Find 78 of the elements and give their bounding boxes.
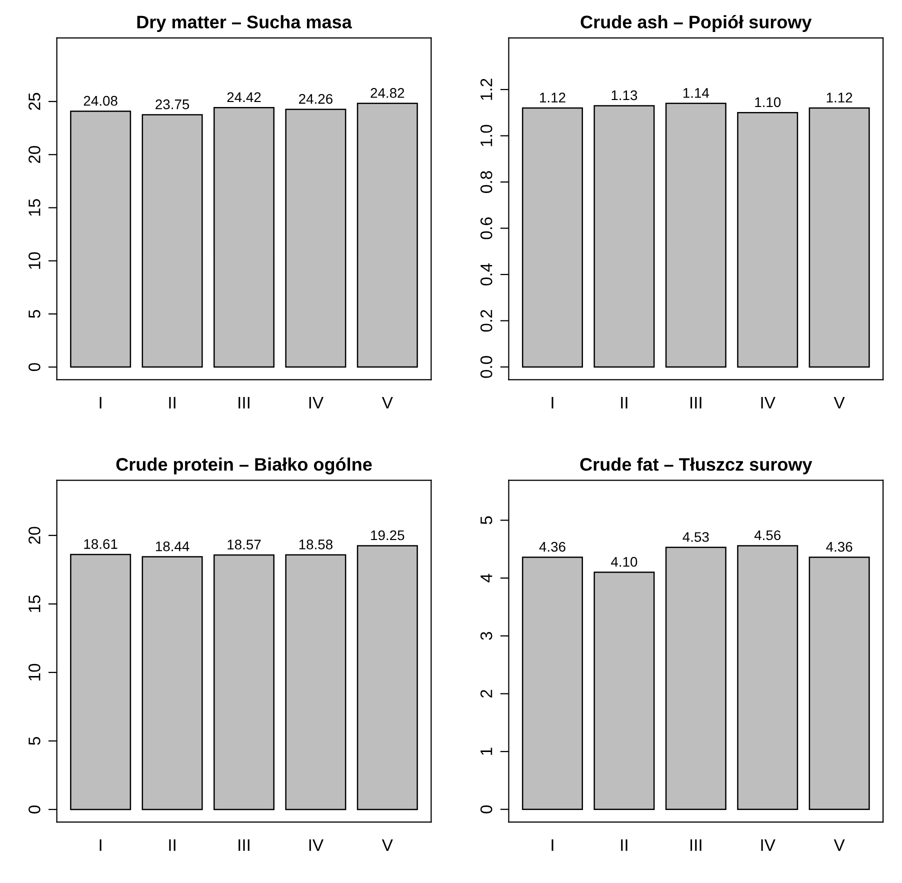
y-tick-label: 1 — [480, 748, 492, 755]
y-tick-label: 4 — [480, 574, 492, 582]
y-tick-label: 0 — [480, 805, 492, 814]
chart-title: Crude protein – Białko ogólne — [116, 457, 372, 474]
chart-title: Crude fat – Tłuszcz surowy — [580, 458, 812, 474]
x-tick-label: III — [238, 839, 250, 851]
bar — [142, 114, 203, 368]
y-tick-label: 5 — [28, 310, 40, 318]
y-tick-label: 25 — [28, 92, 40, 110]
y-tick-label: 2 — [480, 690, 492, 698]
data-label: 24.26 — [299, 94, 332, 104]
bar — [808, 556, 870, 810]
x-tick-label: II — [169, 396, 176, 408]
x-tick-label: V — [834, 839, 845, 851]
data-label: 19.25 — [371, 530, 404, 540]
bar — [522, 556, 583, 810]
x-tick-label: II — [169, 839, 176, 851]
x-tick-label: II — [621, 396, 628, 408]
bar — [213, 107, 274, 368]
y-tick-label: 0.4 — [480, 263, 492, 286]
y-tick-label: 0.2 — [480, 310, 492, 332]
x-tick-label: I — [552, 839, 554, 851]
data-label: 1.13 — [612, 90, 638, 100]
x-tick-label: IV — [309, 396, 324, 408]
y-tick-label: 5 — [480, 516, 492, 524]
bar — [665, 546, 726, 810]
x-tick-label: IV — [761, 396, 776, 408]
x-tick-label: IV — [761, 839, 776, 851]
data-label: 4.56 — [754, 530, 781, 540]
y-tick-label: 15 — [28, 199, 40, 216]
y-tick-label: 20 — [28, 146, 40, 164]
data-label: 18.57 — [228, 540, 261, 550]
bar — [737, 545, 798, 810]
bar — [356, 102, 418, 368]
x-tick-label: IV — [309, 839, 324, 851]
x-tick-label: V — [382, 839, 393, 851]
x-tick-label: V — [834, 396, 845, 408]
y-tick-label: 0 — [28, 363, 40, 372]
x-tick-label: I — [552, 396, 554, 408]
y-tick-label: 20 — [28, 526, 40, 544]
data-label: 18.58 — [299, 540, 332, 550]
data-label: 24.82 — [370, 88, 404, 98]
y-tick-label: 10 — [28, 252, 40, 269]
data-label: 24.08 — [84, 96, 118, 106]
x-tick-label: III — [690, 839, 702, 851]
bar — [70, 110, 132, 368]
x-tick-label: II — [621, 839, 628, 851]
bar — [594, 572, 655, 810]
data-label: 23.75 — [156, 99, 190, 110]
data-label: 1.10 — [755, 97, 781, 108]
data-label: 4.53 — [682, 532, 709, 542]
data-label: 4.36 — [826, 542, 852, 552]
x-tick-label: I — [100, 396, 102, 408]
y-tick-label: 0 — [28, 805, 40, 814]
data-label: 4.36 — [539, 542, 566, 552]
y-tick-label: 10 — [28, 664, 40, 680]
data-label: 1.14 — [683, 88, 710, 98]
data-label: 18.61 — [84, 539, 118, 549]
x-tick-label: V — [382, 396, 393, 408]
data-label: 1.12 — [540, 92, 566, 102]
y-tick-label: 0.0 — [480, 356, 492, 378]
y-tick-label: 3 — [480, 632, 492, 640]
bar — [285, 108, 346, 368]
y-tick-label: 1.0 — [480, 124, 492, 146]
x-tick-label: III — [690, 396, 702, 408]
data-label: 1.12 — [826, 92, 852, 102]
data-label: 24.42 — [227, 92, 261, 102]
chart-title: Dry matter – Sucha masa — [137, 15, 352, 32]
y-tick-label: 5 — [28, 737, 40, 745]
x-tick-label: I — [100, 839, 102, 851]
data-label: 18.44 — [156, 541, 190, 552]
data-label: 4.10 — [610, 556, 638, 567]
x-tick-label: III — [238, 396, 250, 408]
y-tick-label: 0.6 — [480, 217, 492, 240]
y-tick-label: 0.8 — [480, 171, 492, 193]
chart-title: Crude ash – Popiół surowy — [580, 15, 812, 32]
y-tick-label: 1.2 — [480, 78, 492, 100]
y-tick-label: 15 — [28, 595, 40, 612]
